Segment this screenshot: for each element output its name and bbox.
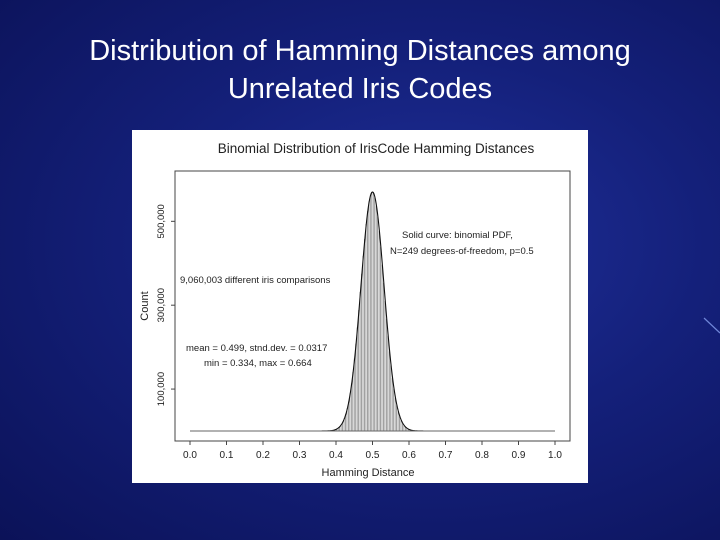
plot-frame xyxy=(174,170,571,442)
annotation-stats-line2: min = 0.334, max = 0.664 xyxy=(204,358,312,369)
x-tick-label: 0.5 xyxy=(366,450,380,461)
annotation-comparisons: 9,060,003 different iris comparisons xyxy=(180,275,331,286)
x-tick-label: 0.6 xyxy=(402,450,416,461)
y-tick-label: 300,000 xyxy=(156,288,167,322)
x-tick-label: 0.7 xyxy=(439,450,453,461)
annotation-stats-line1: mean = 0.499, stnd.dev. = 0.0317 xyxy=(186,343,327,354)
annotation-curve-line2: N=249 degrees-of-freedom, p=0.5 xyxy=(390,246,534,257)
y-tick-label: 500,000 xyxy=(156,204,167,238)
histogram-chart: Binomial Distribution of IrisCode Hammin… xyxy=(139,141,571,479)
x-axis-label: Hamming Distance xyxy=(322,467,415,479)
x-tick-label: 0.3 xyxy=(293,450,307,461)
chart-panel: Binomial Distribution of IrisCode Hammin… xyxy=(132,130,588,483)
annotation-curve-line1: Solid curve: binomial PDF, xyxy=(402,230,513,241)
y-tick-label: 100,000 xyxy=(156,372,167,406)
x-tick-label: 0.0 xyxy=(183,450,197,461)
x-tick-label: 0.8 xyxy=(475,450,489,461)
x-axis-ticks: 0.0 0.1 0.2 0.3 0.4 0.5 0.6 0.7 0.8 0.9 1.0 xyxy=(183,441,562,461)
chart-title: Binomial Distribution of IrisCode Hammin… xyxy=(218,141,535,156)
x-tick-label: 0.2 xyxy=(256,450,270,461)
histogram-bars xyxy=(311,192,433,431)
y-axis-ticks: 100,000 300,000 500,000 xyxy=(156,204,175,406)
slide-title-line1: Distribution of Hamming Distances among xyxy=(89,35,631,67)
y-axis-label: Count xyxy=(139,291,151,320)
x-tick-label: 0.9 xyxy=(512,450,526,461)
x-tick-label: 1.0 xyxy=(548,450,562,461)
slide-title: Distribution of Hamming Distances among … xyxy=(0,32,720,108)
x-tick-label: 0.1 xyxy=(220,450,234,461)
binomial-pdf-curve xyxy=(299,191,446,432)
x-tick-label: 0.4 xyxy=(329,450,343,461)
slide-title-line2: Unrelated Iris Codes xyxy=(227,73,493,105)
